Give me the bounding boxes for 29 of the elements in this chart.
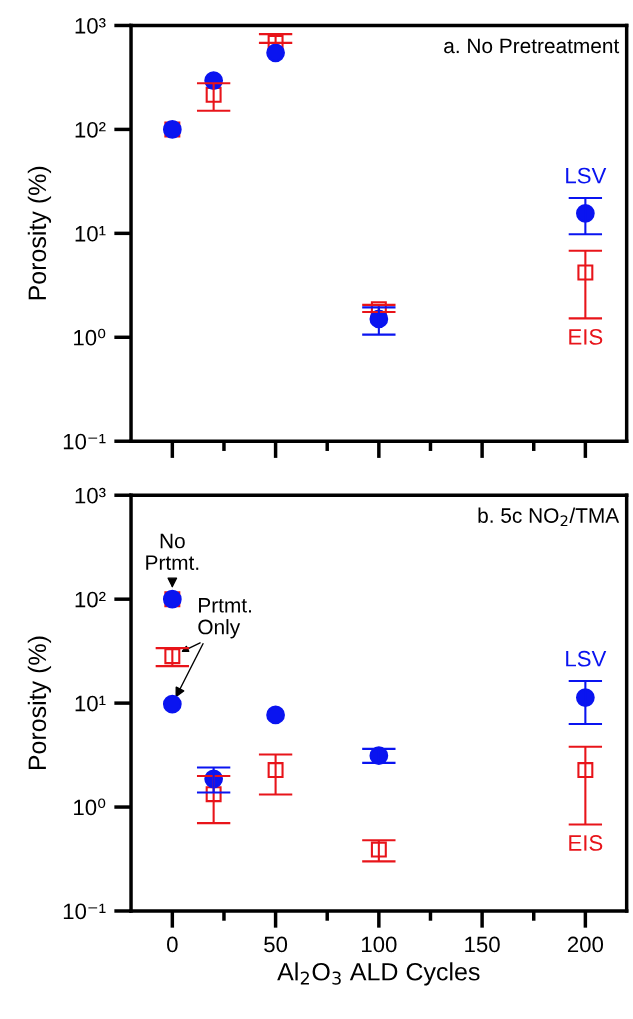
text: b. 5c NO$_{2}$/TMA xyxy=(478,507,620,527)
x-tick-label: 50 xyxy=(264,936,288,953)
series-label: LSV xyxy=(566,650,607,667)
y-tick-label: 10² xyxy=(75,591,106,608)
x-tick-label: 0 xyxy=(167,936,178,953)
y-tick-label: 10³ xyxy=(75,18,106,34)
series-label: LSV xyxy=(566,167,607,184)
x-axis-title: Al$_{2}$O$_{3}$ ALD Cycles xyxy=(277,962,480,986)
point xyxy=(162,694,182,714)
y-tick-label: 10⁻¹ xyxy=(63,433,106,450)
y-tick-label: 10² xyxy=(75,121,106,138)
y-axis-title: Porosity (%) xyxy=(27,166,52,300)
x-tick-label: 100 xyxy=(362,936,397,953)
annotation: Prtmt. Only xyxy=(198,598,251,639)
point xyxy=(266,705,285,725)
x-tick-label: 150 xyxy=(465,936,500,953)
y-axis-title: Porosity (%) xyxy=(27,636,52,770)
text: EIS xyxy=(569,835,603,851)
annotation: No Prtmt. xyxy=(146,533,199,571)
x-tick-label: 200 xyxy=(567,936,604,953)
point xyxy=(266,43,285,63)
y-tick-label: 10⁻¹ xyxy=(63,903,106,920)
y-tick-label: 10¹ xyxy=(75,225,106,242)
y-tick-label: 10¹ xyxy=(75,695,106,712)
y-tick-label: 10⁰ xyxy=(74,798,106,816)
chart-title: a. No Pretreatment xyxy=(444,38,620,54)
y-tick-label: 10⁰ xyxy=(74,328,106,346)
y-tick-label: 10³ xyxy=(75,487,106,504)
text: EIS xyxy=(569,329,603,345)
